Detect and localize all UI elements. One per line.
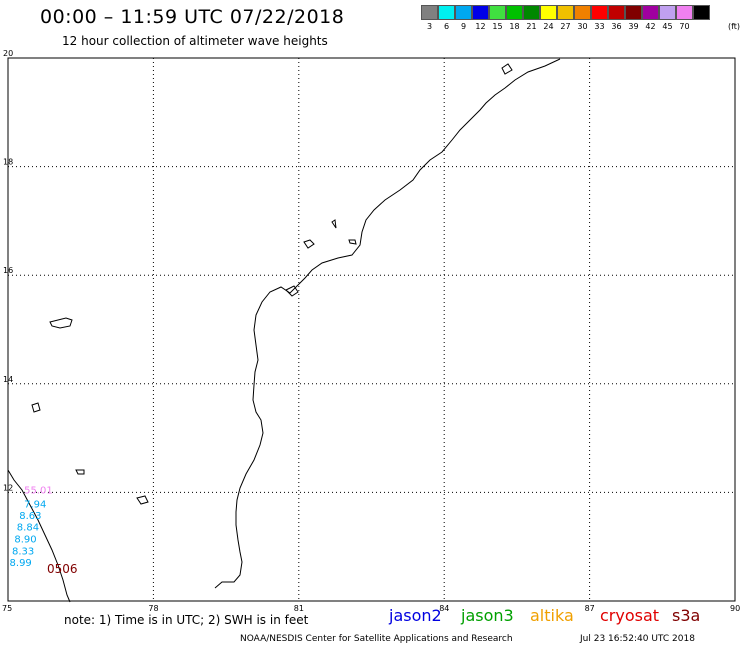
satellite-name-s3a: s3a [672, 606, 701, 625]
longitude-tick-label: 87 [585, 604, 595, 613]
longitude-tick-label: 75 [2, 604, 12, 613]
legend-swatch [574, 5, 591, 20]
wave-height-observations: 55.01 7.948.638.848.908.338.99 [10, 486, 53, 569]
coastline-west-india [7, 469, 71, 603]
legend-swatch [506, 5, 523, 20]
wave-height-value: 8.84 [17, 523, 39, 534]
coastline-east-india [214, 58, 561, 589]
latitude-tick-label: 18 [3, 158, 13, 167]
legend-swatch-label: 6 [443, 22, 450, 31]
legend-swatch [489, 5, 506, 20]
latitude-tick-label: 14 [3, 375, 13, 384]
wave-height-value: 8.63 [19, 511, 41, 522]
legend-swatch-label: 21 [526, 22, 537, 31]
legend-labels: 3 6 9 12 15 18 21 24 27 30 33 36 39 42 45 70 [421, 22, 710, 31]
island-small-5 [75, 469, 85, 475]
legend-swatch [659, 5, 676, 20]
island-sri-lanka-north [49, 317, 73, 329]
satellite-track-label: 0506 [47, 562, 78, 576]
legend-swatch [557, 5, 574, 20]
longitude-tick-label: 81 [294, 604, 304, 613]
legend-swatch-label: 36 [611, 22, 622, 31]
latitude-tick-label: 16 [3, 266, 13, 275]
legend-swatch [693, 5, 710, 20]
legend-swatch-label: 12 [475, 22, 486, 31]
wave-height-value: 7.94 [24, 499, 46, 510]
legend-swatch [676, 5, 693, 20]
island-small-6 [331, 219, 337, 229]
latitude-tick-label: 20 [3, 49, 13, 58]
legend-swatch-label: 70 [679, 22, 690, 31]
satellite-name-jason3: jason3 [461, 606, 514, 625]
satellite-name-cryosat: cryosat [600, 606, 660, 625]
legend-swatch [472, 5, 489, 20]
footnote: note: 1) Time is in UTC; 2) SWH is in fe… [64, 613, 309, 627]
satellite-name-altika: altika [530, 606, 574, 625]
legend-swatch [642, 5, 659, 20]
coastline [7, 58, 561, 603]
wave-height-value: 8.90 [14, 535, 36, 546]
legend-swatch [625, 5, 642, 20]
legend-swatch [421, 5, 438, 20]
legend-swatch [540, 5, 557, 20]
legend-swatch-label: 18 [509, 22, 520, 31]
longitude-tick-label: 78 [148, 604, 158, 613]
legend-swatch-label: 3 [426, 22, 433, 31]
latitude-tick-label: 12 [3, 483, 13, 492]
legend-swatch [438, 5, 455, 20]
legend-swatch [455, 5, 472, 20]
legend-swatch-label: 42 [645, 22, 656, 31]
graticule-grid [7, 57, 736, 602]
wave-height-color-legend: 3 6 9 12 15 18 21 24 27 30 33 36 39 42 45 70 (ft) [421, 5, 740, 31]
generated-timestamp: Jul 23 16:52:40 UTC 2018 [580, 634, 695, 644]
legend-swatch-label: 24 [543, 22, 554, 31]
island-small-8 [501, 63, 513, 75]
island-small-4 [136, 495, 149, 505]
island-small-7 [348, 239, 357, 245]
longitude-tick-label: 84 [439, 604, 449, 613]
longitude-tick-label: 90 [730, 604, 740, 613]
island-small-2 [285, 285, 299, 297]
legend-swatch [608, 5, 625, 20]
legend-swatch-label: 9 [460, 22, 467, 31]
axis-tick-labels: 75 78 81 84 87 90 12 14 16 18 20 [2, 49, 740, 613]
island-small-3 [31, 402, 41, 413]
legend-unit: (ft) [728, 22, 740, 31]
legend-swatch [591, 5, 608, 20]
satellite-name-jason2: jason2 [389, 606, 442, 625]
legend-swatches [421, 5, 710, 20]
legend-swatch-label: 39 [628, 22, 639, 31]
legend-swatch-label: 15 [492, 22, 503, 31]
legend-swatch-label: 33 [594, 22, 605, 31]
map-subtitle: 12 hour collection of altimeter wave hei… [62, 34, 328, 48]
wave-height-value: 55.01 [24, 486, 53, 497]
credit-line: NOAA/NESDIS Center for Satellite Applica… [240, 634, 513, 644]
wave-height-value: 8.33 [12, 547, 34, 558]
map-frame [7, 57, 736, 602]
legend-swatch-label: 45 [662, 22, 673, 31]
wave-height-value: 8.99 [10, 558, 32, 569]
legend-swatch-label: 27 [560, 22, 571, 31]
island-small-1 [303, 239, 315, 249]
legend-swatch-label: 30 [577, 22, 588, 31]
map-title: 00:00 – 11:59 UTC 07/22/2018 [40, 6, 345, 28]
legend-swatch [523, 5, 540, 20]
